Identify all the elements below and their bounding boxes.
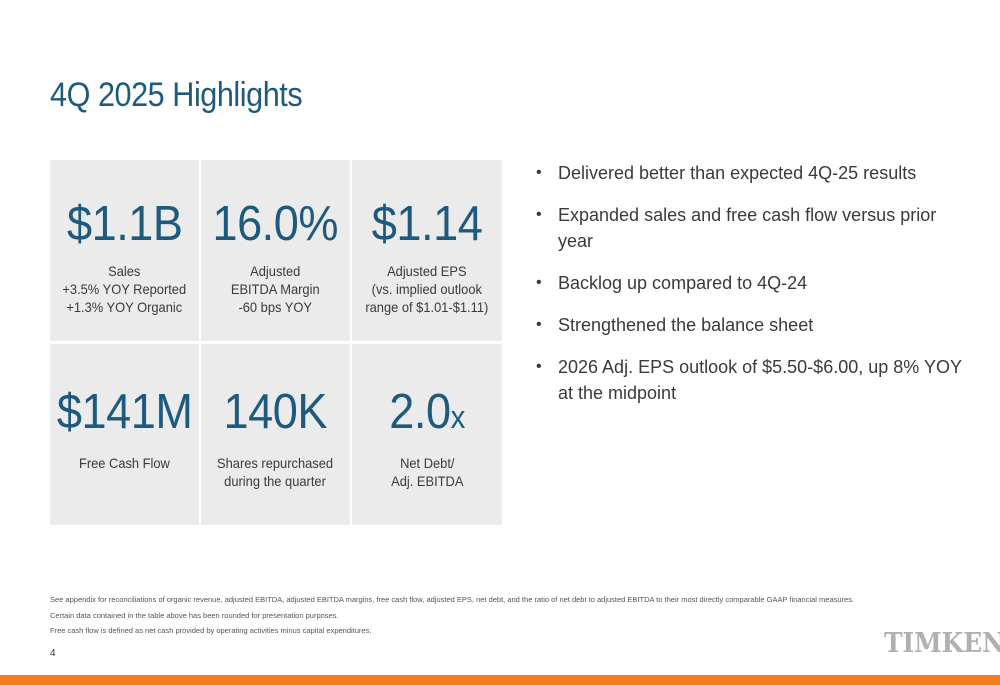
metric-tile-sales: $1.1B Sales +3.5% YOY Reported +1.3% YOY… xyxy=(50,160,199,341)
footnote-fcf-definition: Free cash flow is defined as net cash pr… xyxy=(50,626,372,635)
bullet-item: • Backlog up compared to 4Q-24 xyxy=(536,270,966,296)
bullet-item: • Expanded sales and free cash flow versu… xyxy=(536,202,966,254)
metric-label: Net Debt/ Adj. EBITDA xyxy=(390,455,464,489)
bullet-item: • 2026 Adj. EPS outlook of $5.50-$6.00, u… xyxy=(536,354,966,406)
metric-label: Adjusted EPS (vs. implied outlook range … xyxy=(365,263,489,315)
metric-tile-free-cash-flow: $141M Free Cash Flow xyxy=(50,344,199,525)
metric-value: 16.0% xyxy=(212,197,339,251)
footnotes: See appendix for reconciliations of orga… xyxy=(50,592,855,639)
metric-value: $1.14 xyxy=(371,197,483,251)
metric-label: Free Cash Flow xyxy=(79,455,170,471)
bullet-icon: • xyxy=(536,206,542,223)
highlights-bullet-list: • Delivered better than expected 4Q-25 re… xyxy=(536,160,966,422)
metric-label: Adjusted EBITDA Margin -60 bps YOY xyxy=(231,263,320,315)
metric-tile-net-debt-ratio: 2.0x Net Debt/ Adj. EBITDA xyxy=(352,344,502,525)
metric-value: 2.0x xyxy=(389,385,466,439)
timken-logo: TIMKEN xyxy=(884,628,1000,659)
metric-unit: x xyxy=(450,399,466,435)
metric-label: Sales +3.5% YOY Reported +1.3% YOY Organ… xyxy=(62,263,187,315)
orange-footer-bar xyxy=(0,675,1000,685)
slide-title: 4Q 2025 Highlights xyxy=(50,76,303,114)
metric-value: $1.1B xyxy=(66,197,183,251)
bullet-icon: • xyxy=(536,316,542,333)
bullet-icon: • xyxy=(536,358,542,375)
bullet-icon: • xyxy=(536,164,542,181)
bullet-icon: • xyxy=(536,274,542,291)
metric-value: $141M xyxy=(56,385,193,439)
page-number: 4 xyxy=(50,648,56,659)
metric-tile-adjusted-eps: $1.14 Adjusted EPS (vs. implied outlook … xyxy=(352,160,502,341)
bullet-item: • Strengthened the balance sheet xyxy=(536,312,966,338)
metric-tile-shares-repurchased: 140K Shares repurchased during the quart… xyxy=(201,344,350,525)
metric-value: 140K xyxy=(223,385,328,439)
footnote-rounding: Certain data contained in the table abov… xyxy=(50,610,339,620)
footnote-reconciliation: See appendix for reconciliations of orga… xyxy=(50,595,855,604)
metric-tile-ebitda-margin: 16.0% Adjusted EBITDA Margin -60 bps YOY xyxy=(201,160,350,341)
highlights-grid: $1.1B Sales +3.5% YOY Reported +1.3% YOY… xyxy=(50,160,502,525)
metric-label: Shares repurchased during the quarter xyxy=(217,455,334,489)
bullet-item: • Delivered better than expected 4Q-25 re… xyxy=(536,160,966,186)
